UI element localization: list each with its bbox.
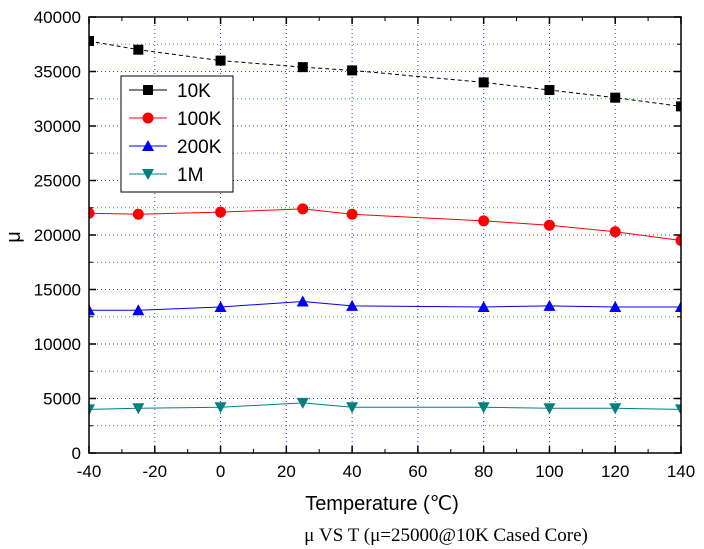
x-tick-label: 0 — [216, 462, 225, 481]
data-point — [89, 404, 95, 416]
data-point — [478, 215, 490, 227]
legend-item: 10K — [129, 81, 211, 102]
data-point — [478, 77, 489, 88]
data-point — [610, 92, 621, 103]
data-point — [214, 300, 227, 312]
legend-box — [120, 75, 234, 193]
y-tick-label: 10000 — [34, 335, 81, 354]
x-tick-label: 100 — [535, 462, 563, 481]
axis-ticks: -40 -20 0 20 40 60 80 100 120 140 0 5000 10000 15000 2… — [34, 8, 695, 481]
data-point — [296, 397, 309, 409]
legend-item: 200K — [129, 137, 222, 158]
legend-label: 200K — [177, 137, 222, 158]
legend-marker — [142, 140, 154, 151]
y-axis-title: μ — [3, 231, 25, 243]
legend: 10K 100K 200K 1M — [120, 75, 234, 193]
x-tick-label: 80 — [474, 462, 493, 481]
data-point — [675, 234, 681, 246]
y-tick-label: 15000 — [34, 281, 81, 300]
x-tick-label: 60 — [408, 462, 427, 481]
data-point — [346, 208, 358, 220]
data-point — [89, 207, 95, 219]
data-point — [133, 44, 144, 55]
data-point — [215, 55, 226, 66]
data-point — [676, 101, 681, 112]
data-point — [675, 300, 681, 312]
y-tick-label: 20000 — [34, 226, 81, 245]
data-point — [296, 295, 309, 307]
series-line — [89, 402, 681, 410]
series-1m — [89, 397, 681, 416]
y-tick-label: 25000 — [34, 172, 81, 191]
legend-marker — [142, 169, 154, 180]
series-line — [89, 208, 681, 241]
data-point — [132, 208, 144, 220]
data-point — [89, 304, 95, 316]
data-point — [297, 62, 308, 73]
data-point — [214, 402, 227, 414]
series-line — [89, 300, 681, 311]
x-tick-label: -40 — [77, 462, 102, 481]
legend-item: 100K — [129, 109, 222, 130]
series-line — [89, 40, 681, 107]
series-layer — [89, 35, 681, 416]
data-point — [544, 85, 555, 96]
data-point — [675, 404, 681, 416]
data-point — [132, 403, 145, 415]
x-tick-label: 20 — [277, 462, 296, 481]
y-tick-label: 40000 — [34, 8, 81, 27]
data-point — [215, 206, 227, 218]
data-point — [297, 203, 309, 215]
legend-item: 1M — [129, 165, 203, 186]
data-point — [477, 402, 490, 414]
data-point — [132, 304, 145, 316]
data-point — [346, 402, 359, 414]
y-tick-label: 5000 — [43, 390, 81, 409]
legend-marker — [142, 112, 154, 124]
x-tick-label: 40 — [343, 462, 362, 481]
x-tick-label: -20 — [142, 462, 167, 481]
data-point — [346, 299, 359, 311]
x-tick-label: 120 — [601, 462, 629, 481]
data-point — [609, 226, 621, 238]
legend-label: 1M — [177, 165, 203, 186]
y-tick-label: 30000 — [34, 117, 81, 136]
legend-label: 100K — [177, 109, 222, 130]
data-point — [347, 65, 358, 76]
legend-label: 10K — [177, 81, 211, 102]
series-100k — [89, 203, 681, 246]
y-tick-label: 0 — [72, 444, 81, 463]
series-10k — [89, 35, 681, 112]
x-axis-title: Temperature (℃) — [305, 493, 459, 515]
data-point — [543, 403, 556, 415]
data-point — [543, 299, 556, 311]
chart-caption: μ VS T (μ=25000@10K Cased Core) — [304, 525, 588, 546]
data-point — [609, 300, 622, 312]
data-point — [543, 219, 555, 231]
series-200k — [89, 295, 681, 316]
x-tick-label: 140 — [667, 462, 695, 481]
data-point — [609, 403, 622, 415]
legend-marker — [143, 85, 153, 95]
data-point — [477, 300, 490, 312]
y-tick-label: 35000 — [34, 63, 81, 82]
data-point — [89, 35, 94, 46]
